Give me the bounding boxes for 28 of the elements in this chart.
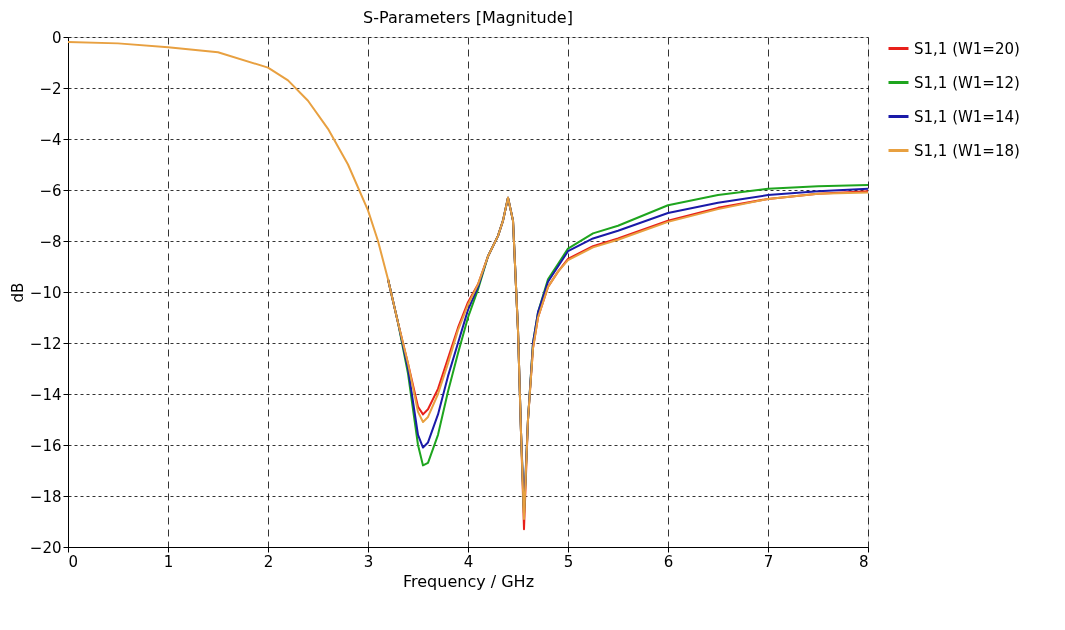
- y-tick-label: −8: [39, 232, 62, 251]
- y-tick-label: −2: [39, 79, 62, 98]
- x-tick-label: 7: [763, 552, 774, 571]
- y-tick-label: −18: [29, 487, 62, 506]
- x-tick-label: 2: [263, 552, 274, 571]
- x-tick-label: 6: [663, 552, 674, 571]
- x-tick-label: 1: [163, 552, 174, 571]
- x-tick-label: 4: [463, 552, 474, 571]
- x-tick-label: 5: [563, 552, 574, 571]
- x-tick-label: 8: [858, 552, 869, 571]
- y-tick-label: −10: [29, 283, 62, 302]
- legend-label: S1,1 (W1=14): [914, 107, 1020, 126]
- y-tick-label: −16: [29, 436, 62, 455]
- x-tick-label: 3: [363, 552, 374, 571]
- y-tick-label: −4: [39, 130, 62, 149]
- y-tick-label: 0: [51, 28, 62, 47]
- chart-title: S-Parameters [Magnitude]: [363, 8, 573, 27]
- y-tick-label: −12: [29, 334, 62, 353]
- x-axis-title: Frequency / GHz: [402, 571, 535, 591]
- line-series: [67, 41, 869, 520]
- legend-label: S1,1 (W1=18): [914, 141, 1020, 160]
- y-tick-label: −6: [39, 181, 62, 200]
- y-tick-label: −14: [29, 385, 62, 404]
- y-axis-title: dB: [8, 282, 27, 303]
- y-tick-label: −20: [29, 538, 62, 557]
- legend-label: S1,1 (W1=12): [914, 73, 1020, 92]
- legend-label: S1,1 (W1=20): [914, 39, 1020, 58]
- x-tick-label: 0: [68, 552, 79, 571]
